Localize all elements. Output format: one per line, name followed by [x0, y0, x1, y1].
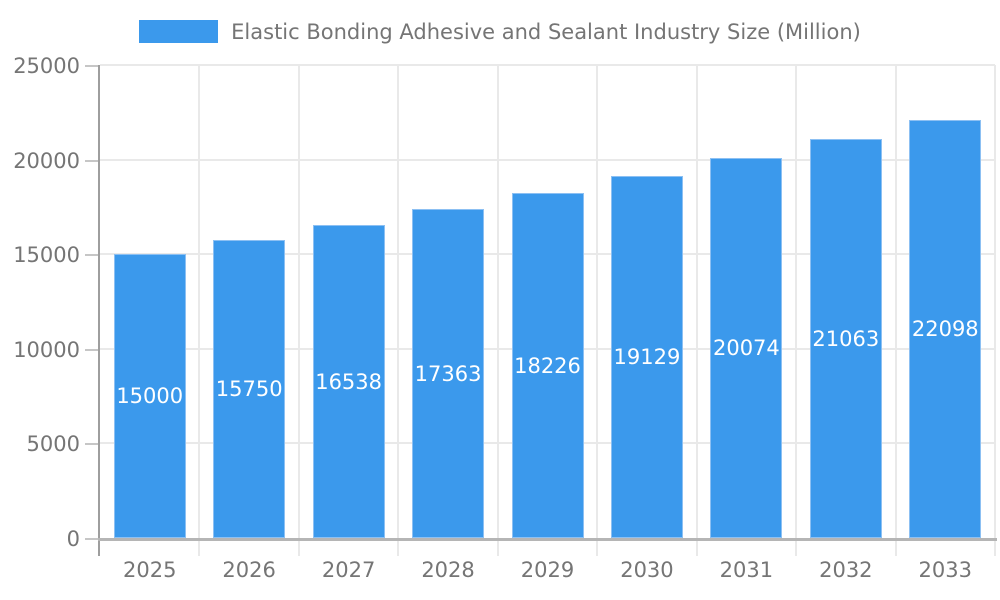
x-axis-line	[98, 538, 997, 541]
x-tick-label-2025: 2025	[122, 558, 177, 582]
bar-2027[interactable]: 16538	[312, 225, 385, 538]
bar-2026[interactable]: 15750	[213, 240, 286, 538]
bar-value-label: 22098	[911, 316, 979, 341]
bar-value-label: 21063	[812, 326, 880, 351]
v-gridline	[795, 65, 798, 538]
bar-2031[interactable]: 20074	[710, 158, 783, 538]
x-tick	[496, 541, 499, 556]
x-tick-label-2028: 2028	[421, 558, 475, 582]
x-tick	[596, 541, 599, 556]
bar-value-label: 17363	[414, 361, 482, 386]
v-gridline	[994, 65, 996, 538]
x-tick-label-2027: 2027	[321, 558, 376, 582]
h-gridline	[100, 158, 995, 161]
bar-2028[interactable]: 17363	[412, 209, 485, 538]
bar-2030[interactable]: 19129	[610, 176, 683, 538]
v-gridline	[894, 65, 897, 538]
y-tick	[85, 443, 98, 446]
y-axis-line	[98, 65, 100, 556]
x-tick-label-2033: 2033	[918, 558, 972, 582]
x-tick-label-2031: 2031	[719, 558, 774, 582]
x-tick	[795, 541, 798, 556]
bar-2032[interactable]: 21063	[809, 139, 882, 538]
bar-value-label: 20074	[712, 336, 780, 361]
x-tick-label-2026: 2026	[222, 558, 276, 582]
bar-value-label: 19129	[613, 345, 681, 370]
y-tick-label-5000: 5000	[26, 432, 80, 457]
x-tick	[695, 541, 698, 556]
bar-2025[interactable]: 15000	[113, 254, 186, 538]
legend-item[interactable]: Elastic Bonding Adhesive and Sealant Ind…	[139, 20, 861, 44]
x-tick	[297, 541, 300, 556]
x-tick	[397, 541, 400, 556]
v-gridline	[596, 65, 599, 538]
x-tick-label-2032: 2032	[819, 558, 873, 582]
bar-value-label: 16538	[315, 369, 383, 394]
y-tick-label-15000: 15000	[13, 243, 80, 268]
v-gridline	[397, 65, 400, 538]
bar-2033[interactable]: 22098	[909, 119, 982, 538]
v-gridline	[695, 65, 698, 538]
x-tick-label-2029: 2029	[520, 558, 575, 582]
y-tick	[85, 254, 98, 257]
v-gridline	[496, 65, 499, 538]
legend-swatch-icon	[139, 20, 219, 43]
y-tick	[85, 65, 98, 67]
bar-value-label: 15750	[215, 376, 283, 401]
y-tick-label-20000: 20000	[13, 148, 80, 173]
h-gridline	[100, 64, 995, 66]
x-tick	[894, 541, 897, 556]
y-tick-label-25000: 25000	[13, 54, 80, 78]
y-tick	[85, 538, 98, 540]
y-tick	[85, 159, 98, 162]
y-tick-label-10000: 10000	[13, 337, 80, 362]
bar-value-label: 15000	[116, 384, 184, 409]
y-tick	[85, 348, 98, 351]
bar-2029[interactable]: 18226	[511, 193, 584, 538]
x-tick-label-2030: 2030	[620, 558, 674, 582]
legend-label: Elastic Bonding Adhesive and Sealant Ind…	[231, 19, 861, 44]
v-gridline	[198, 65, 201, 538]
legend: Elastic Bonding Adhesive and Sealant Ind…	[0, 9, 1000, 54]
x-tick	[198, 541, 201, 556]
y-tick-label-0: 0	[66, 527, 80, 551]
bar-value-label: 18226	[514, 353, 581, 378]
x-tick	[994, 541, 996, 556]
v-gridline	[297, 65, 300, 538]
